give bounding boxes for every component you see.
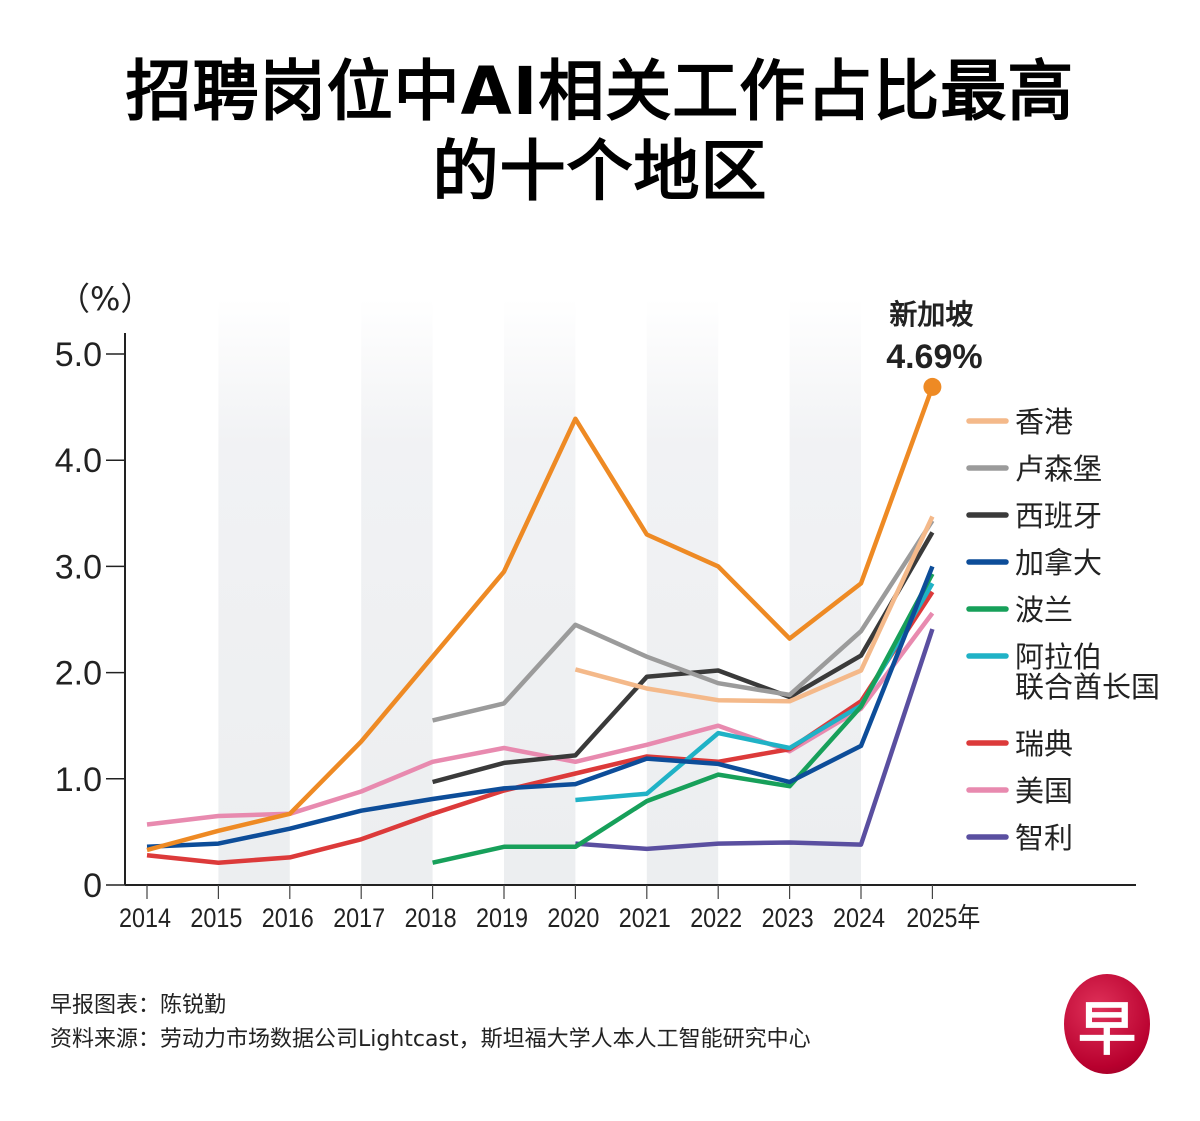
year-band bbox=[218, 298, 290, 885]
singapore-callout: 新加坡 4.69% bbox=[886, 298, 983, 396]
legend-label: 瑞典 bbox=[1015, 727, 1073, 761]
x-tick-label: 2024 bbox=[833, 903, 885, 933]
series-line-智利 bbox=[575, 628, 935, 852]
legend-item: 智利 bbox=[966, 821, 1073, 855]
series-line-加拿大 bbox=[146, 565, 935, 850]
y-tick-label: 1.0 bbox=[55, 761, 102, 799]
legend-label: 西班牙 bbox=[1015, 499, 1102, 533]
legend-label: 联合酋长国 bbox=[1015, 670, 1160, 704]
chart-title-line-1: 招聘岗位中AI相关工作占比最高 bbox=[125, 53, 1075, 130]
legend-label: 加拿大 bbox=[1015, 546, 1102, 580]
series-line-阿拉伯联合酋长国 bbox=[575, 582, 935, 803]
series-line-新加坡 bbox=[146, 386, 935, 853]
callout-value: 4.69% bbox=[886, 338, 982, 376]
chart-title-line-2: 的十个地区 bbox=[432, 133, 768, 210]
legend-item: 波兰 bbox=[966, 593, 1073, 627]
line-chart: （%） 01.02.03.04.05.0 2014 2015 2016 2017 201… bbox=[55, 280, 1160, 933]
background-bands bbox=[218, 298, 861, 885]
chart-credit: 早报图表：陈锐勤 bbox=[50, 993, 227, 1018]
legend-item: 西班牙 bbox=[966, 499, 1102, 533]
y-tick-label: 0 bbox=[83, 867, 102, 905]
legend-item: 卢森堡 bbox=[966, 452, 1102, 486]
legend-label: 波兰 bbox=[1015, 593, 1073, 627]
x-tick-label: 2017 bbox=[333, 903, 385, 933]
x-tick-label: 2016 bbox=[262, 903, 314, 933]
y-tick-label: 4.0 bbox=[55, 442, 102, 480]
singapore-endpoint-dot bbox=[923, 377, 942, 396]
x-tick-label: 2020 bbox=[547, 903, 599, 933]
x-tick-label: 2019 bbox=[476, 903, 528, 933]
legend-label: 香港 bbox=[1015, 405, 1073, 439]
legend-label: 阿拉伯 bbox=[1015, 640, 1102, 674]
legend-item: 香港 bbox=[966, 405, 1073, 439]
series-line-波兰 bbox=[432, 572, 935, 865]
legend-item: 瑞典 bbox=[966, 727, 1073, 761]
x-tick-label: 2015 bbox=[190, 903, 242, 933]
y-tick-label: 3.0 bbox=[55, 548, 102, 586]
y-tick-label: 2.0 bbox=[55, 655, 102, 693]
legend-label: 智利 bbox=[1015, 821, 1073, 855]
series-lines bbox=[146, 386, 935, 865]
legend-label: 美国 bbox=[1015, 774, 1073, 808]
series-line-卢森堡 bbox=[432, 519, 935, 723]
series-line-香港 bbox=[574, 515, 935, 704]
x-tick-label: 2025年 bbox=[906, 903, 980, 933]
data-source: 资料来源：劳动力市场数据公司Lightcast，斯坦福大学人本人工智能研究中心 bbox=[50, 1027, 811, 1052]
y-axis-unit-label: （%） bbox=[58, 280, 152, 318]
series-line-西班牙 bbox=[432, 531, 935, 785]
y-axis: 0 1.0 2.0 3.0 4.0 5.0 bbox=[55, 333, 126, 905]
year-band bbox=[361, 298, 433, 885]
legend-item: 美国 bbox=[966, 774, 1073, 808]
x-tick-label: 2021 bbox=[619, 903, 671, 933]
y-tick-label: 5.0 bbox=[55, 336, 102, 374]
legend-item: 加拿大 bbox=[966, 546, 1102, 580]
x-tick-label: 2023 bbox=[762, 903, 814, 933]
series-line-美国 bbox=[146, 611, 935, 827]
x-tick-label: 2022 bbox=[690, 903, 742, 933]
callout-label: 新加坡 bbox=[889, 298, 973, 331]
x-tick-label: 2018 bbox=[405, 903, 457, 933]
legend-label: 卢森堡 bbox=[1015, 452, 1102, 486]
zaobao-logo: 早 bbox=[1064, 974, 1150, 1074]
x-axis: 2014 2015 2016 2017 2018 2019 2020 2021 2022 2023… bbox=[119, 884, 1136, 933]
x-tick-label: 2014 bbox=[119, 903, 171, 933]
year-band bbox=[504, 298, 576, 885]
